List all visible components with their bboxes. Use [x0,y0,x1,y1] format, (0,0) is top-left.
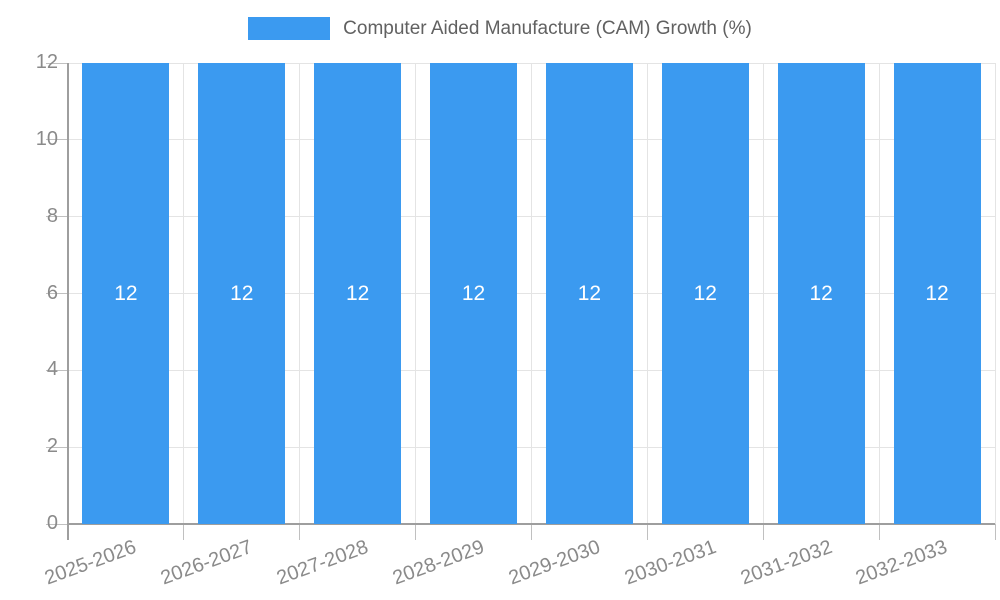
y-axis-label: 2 [46,435,58,458]
y-tick-mark [46,216,68,218]
y-tick-mark [46,446,68,448]
bar-value-label: 12 [693,281,717,305]
bar: 12 [430,63,518,524]
gridline-vertical [994,63,996,524]
bar: 12 [198,63,286,524]
legend-swatch-icon [248,17,331,40]
gridline-vertical [415,63,417,524]
bar: 12 [545,63,633,524]
gridline-vertical [878,63,880,524]
bar: 12 [661,63,749,524]
x-axis-label: 2030-2031 [621,536,719,590]
bar-value-label: 12 [809,281,833,305]
x-tick-mark [299,524,301,540]
legend-item[interactable]: Computer Aided Manufacture (CAM) Growth … [248,17,752,40]
y-axis-label: 6 [46,281,58,304]
x-axis-label: 2029-2030 [505,536,603,590]
y-tick-mark [46,62,68,64]
y-axis-line [67,63,69,540]
y-tick-mark [46,369,68,371]
x-tick-mark [415,524,417,540]
bar-value-label: 12 [461,281,486,305]
x-axis-line [67,523,995,525]
bar-value-label: 12 [346,281,370,305]
gridline-vertical [531,63,532,524]
gridline-vertical [762,63,764,524]
x-axis-label: 2032-2033 [853,536,951,590]
y-tick-mark [46,523,68,525]
y-axis-label: 12 [35,51,58,74]
y-axis-label: 4 [46,358,58,381]
x-tick-mark [646,524,648,540]
x-axis-label: 2027-2028 [273,536,372,590]
legend-label: Computer Aided Manufacture (CAM) Growth … [343,17,752,39]
x-tick-mark [762,524,764,540]
x-axis-label: 2025-2026 [42,536,140,590]
gridline-vertical [299,63,301,524]
x-tick-mark [994,524,996,540]
bar: 12 [82,63,170,524]
x-axis-label: 2031-2032 [737,536,835,590]
bar-value-label: 12 [925,281,949,305]
gridline-vertical [183,63,185,524]
x-tick-mark [183,524,185,540]
bar-value-label: 12 [230,281,254,305]
y-tick-mark [46,293,68,294]
x-tick-mark [531,524,532,540]
y-axis-label: 10 [35,127,58,150]
x-axis-label: 2026-2027 [157,536,256,590]
x-axis-label: 2028-2029 [389,536,488,590]
y-axis-label: 0 [46,512,58,535]
gridline-vertical [646,63,648,524]
y-tick-mark [46,139,68,141]
x-tick-mark [878,524,880,540]
bar: 12 [893,63,981,524]
legend: Computer Aided Manufacture (CAM) Growth … [0,17,1000,40]
y-axis-label: 8 [46,204,58,227]
bar-value-label: 12 [577,281,602,305]
bar: 12 [777,63,865,524]
bar: 12 [314,63,402,524]
bar-value-label: 12 [114,281,138,305]
